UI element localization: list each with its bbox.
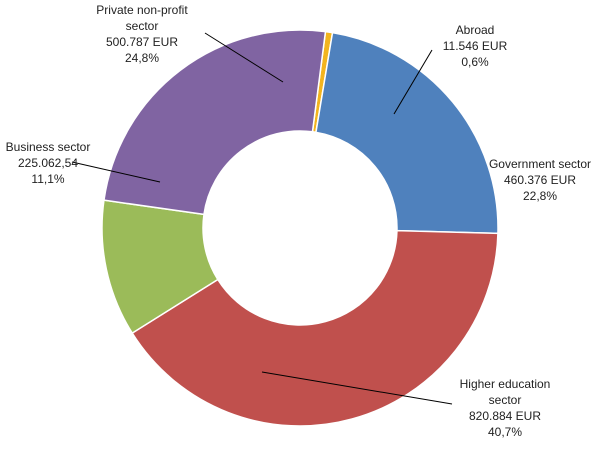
label-private-non-profit-sector-name-0: Private non-profit [96,3,188,17]
slice-government-sector [315,31,499,235]
label-private-non-profit-sector-name-1: sector [126,19,159,33]
label-higher-education-sector-name-0: Higher education [460,377,551,391]
label-private-non-profit-sector-percent: 24,8% [125,51,159,65]
label-government-sector-value: 460.376 EUR [504,173,576,187]
slice-higher-education-sector [131,229,499,427]
label-higher-education-sector-percent: 40,7% [488,425,522,439]
label-abroad-percent: 0,6% [461,55,489,69]
label-abroad-name-0: Abroad [456,23,495,37]
label-higher-education-sector-name-1: sector [489,393,522,407]
leader-line-business-sector [71,161,161,183]
chart-slices [101,29,499,427]
label-business-sector-percent: 11,1% [31,172,64,186]
label-government-sector-percent: 22,8% [523,189,557,203]
label-government-sector-name-0: Government sector [489,157,591,171]
leader-line-private-non-profit-sector [204,32,284,83]
label-higher-education-sector-value: 820.884 EUR [469,409,541,423]
slice-labels: Abroad 11.546 EUR 0,6% Government sector 460… [6,3,591,439]
leader-line-higher-education-sector [261,371,453,405]
label-private-non-profit-sector-value: 500.787 EUR [106,35,178,49]
leader-lines [71,32,453,405]
label-abroad-value: 11.546 EUR [443,39,508,53]
label-business-sector-value: 225.062,54 [18,156,78,170]
leader-line-abroad [393,49,433,115]
label-business-sector-name-0: Business sector [6,140,91,154]
slice-private-non-profit-sector [103,29,327,216]
